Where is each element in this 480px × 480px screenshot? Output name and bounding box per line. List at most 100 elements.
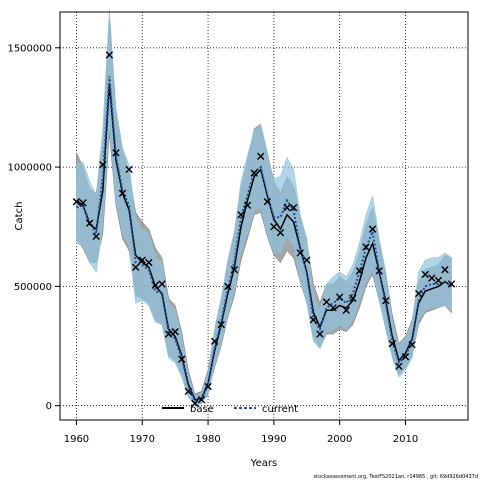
line-current (76, 76, 453, 403)
observed-point-stroke (164, 330, 173, 338)
x-tick-label-3: 1990 (261, 434, 286, 445)
observed-point-2013 (421, 270, 429, 279)
observed-point-2009 (395, 362, 403, 371)
observed-point-1971 (145, 258, 153, 267)
observed-point-1974 (164, 330, 173, 338)
observed-point-1975 (171, 328, 179, 336)
observed-point-1997 (316, 330, 324, 338)
observed-point-stroke (335, 293, 344, 301)
observed-point-1978 (191, 399, 199, 407)
observed-point-2004 (362, 243, 370, 251)
observed-point-1993 (289, 203, 298, 212)
observed-point-1979 (197, 396, 206, 404)
observed-point-1987 (250, 169, 258, 177)
observed-point-stroke (217, 320, 225, 329)
observed-point-2014 (428, 274, 436, 282)
observed-point-stroke (79, 199, 87, 207)
observed-point-1968 (125, 165, 133, 174)
observed-point-2000 (335, 293, 344, 301)
x-tick-label-4: 2000 (327, 434, 352, 445)
observed-point-stroke (118, 189, 127, 198)
observed-point-2006 (375, 267, 383, 275)
observed-point-1976 (178, 355, 186, 363)
x-tick-label-2: 1980 (195, 434, 220, 445)
x-axis-title: Years (250, 458, 277, 469)
observed-point-stroke (270, 223, 278, 231)
observed-point-1960 (72, 197, 81, 206)
observed-point-2001 (342, 306, 350, 314)
observed-point-stroke (349, 294, 357, 303)
observed-point-stroke (243, 201, 252, 209)
observed-point-2016 (441, 265, 449, 274)
observed-point-stroke (447, 280, 456, 288)
observed-point-2005 (368, 225, 377, 233)
observed-point-1980 (204, 382, 212, 391)
observed-point-stroke (171, 328, 179, 336)
observed-point-2010 (401, 353, 410, 361)
observed-point-2015 (434, 276, 443, 285)
observed-point-1985 (237, 211, 245, 219)
observed-point-1986 (243, 201, 252, 209)
observed-point-stroke (210, 337, 219, 345)
observed-point-2003 (355, 267, 364, 275)
observed-point-1983 (224, 282, 232, 291)
observed-point-stroke (125, 165, 133, 174)
observed-point-stroke (303, 256, 311, 264)
observed-point-stroke (395, 362, 403, 371)
observed-point-stroke (112, 149, 120, 157)
observed-point-1990 (270, 223, 278, 231)
observed-point-2011 (408, 341, 416, 349)
observed-point-stroke (250, 169, 258, 177)
legend: base current (162, 404, 298, 415)
observed-point-1966 (112, 149, 120, 157)
observed-point-stroke (257, 152, 265, 161)
plot-frame (59, 11, 469, 421)
observed-point-stroke (375, 267, 383, 275)
observed-point-2012 (414, 289, 423, 298)
observed-point-1967 (118, 189, 127, 198)
x-tick-label-5: 2010 (393, 434, 418, 445)
y-tick-label-2: 1000000 (7, 163, 52, 174)
observed-point-stroke (178, 355, 186, 363)
observed-point-1969 (131, 263, 140, 271)
observed-point-stroke (105, 51, 114, 59)
observed-point-1992 (283, 203, 291, 212)
observed-point-stroke (72, 197, 81, 206)
observed-point-stroke (316, 330, 324, 338)
observed-point-1994 (296, 249, 304, 257)
y-axis-title: Catch (14, 202, 25, 231)
footnote: stockassessment.org, TestFS2021an, r1498… (314, 474, 478, 480)
observed-point-2017 (447, 280, 456, 288)
y-tick-label-3: 1500000 (7, 43, 52, 54)
observed-point-1977 (184, 387, 193, 396)
x-axis-ticks: 1960 1970 1980 1990 2000 2010 (64, 420, 418, 445)
x-tick-label-0: 1960 (64, 434, 89, 445)
y-tick-label-1: 500000 (14, 282, 52, 293)
observed-point-stroke (309, 316, 318, 324)
observed-point-2002 (349, 294, 357, 303)
observed-point-stroke (289, 203, 298, 212)
observed-point-stroke (138, 256, 146, 264)
observed-point-stroke (408, 341, 416, 349)
observed-point-stroke (191, 399, 199, 407)
observed-point-stroke (92, 232, 100, 240)
observed-point-2007 (382, 297, 390, 305)
y-axis-ticks: 0 500000 1000000 1500000 (7, 43, 60, 412)
observed-point-stroke (329, 304, 337, 312)
observed-point-1995 (303, 256, 311, 264)
legend-label-base: base (190, 404, 214, 415)
observed-point-stroke (322, 298, 331, 306)
observed-point-1991 (276, 229, 285, 237)
observed-point-stroke (85, 219, 94, 227)
observed-point-stroke (224, 282, 232, 291)
observed-point-2008 (388, 339, 397, 348)
observed-point-1965 (105, 51, 114, 59)
observed-point-stroke (355, 267, 364, 275)
observed-point-1984 (230, 265, 239, 274)
observed-point-1996 (309, 316, 318, 324)
observed-point-stroke (428, 274, 436, 282)
series-lines (76, 76, 453, 403)
observed-point-stroke (237, 211, 245, 219)
observed-point-stroke (158, 280, 166, 288)
observed-point-stroke (263, 197, 271, 206)
